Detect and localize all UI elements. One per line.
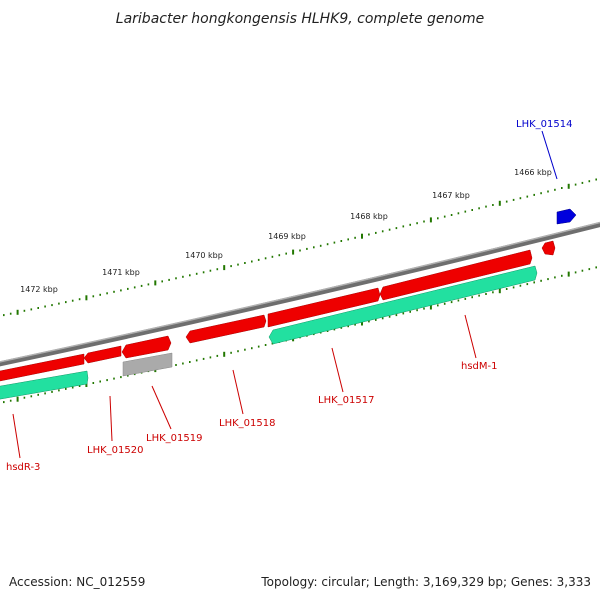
gene-label-LHK_01514[interactable]: LHK_01514 — [516, 119, 572, 130]
gene-hsdM-1-forward[interactable] — [379, 249, 533, 301]
kbp-label: 1466 kbp — [514, 168, 552, 177]
kbp-label: 1468 kbp — [350, 212, 388, 221]
reverse-strand-genes — [0, 265, 538, 400]
gene-label-LHK_01518[interactable]: LHK_01518 — [219, 418, 275, 429]
map-title: Laribacter hongkongensis HLHK9, complete… — [116, 11, 484, 27]
gene-LHK_01519-forward[interactable] — [121, 335, 172, 359]
gene-LHK_01518[interactable] — [185, 314, 267, 344]
forward-strand-genes — [0, 240, 556, 382]
genome-summary-text: Topology: circular; Length: 3,169,329 bp… — [260, 575, 591, 589]
gene-LHK_01514[interactable] — [556, 208, 577, 225]
gene-LHK_01517-hsdM-reverse[interactable] — [268, 265, 538, 345]
kbp-label: 1470 kbp — [185, 251, 223, 260]
gene-LHK_01520[interactable] — [83, 345, 122, 364]
kbp-label: 1472 kbp — [20, 285, 58, 294]
kbp-label: 1471 kbp — [102, 268, 140, 277]
label-leader-lines — [12, 130, 558, 459]
outer-tick-ring — [2, 178, 598, 317]
gene-LHK_01519-reverse[interactable] — [122, 352, 173, 377]
gene-label-LHK_01520[interactable]: LHK_01520 — [87, 445, 143, 456]
kbp-label: 1469 kbp — [268, 232, 306, 241]
gene-LHK_01517-forward[interactable] — [267, 287, 381, 328]
gene-label-LHK_01517[interactable]: LHK_01517 — [318, 395, 374, 406]
kbp-label-group: 1472 kbp 1471 kbp 1470 kbp 1469 kbp 1468… — [20, 168, 552, 294]
gene-labels: LHK_01514 hsdM-1 LHK_01517 LHK_01518 LHK… — [6, 119, 572, 473]
gene-small-red[interactable] — [541, 240, 556, 256]
inner-tick-ring — [2, 266, 598, 404]
accession-text: Accession: NC_012559 — [9, 575, 145, 589]
genome-backbone — [0, 221, 600, 367]
gene-hsdR-3-reverse[interactable] — [0, 370, 89, 400]
gene-label-hsdR-3[interactable]: hsdR-3 — [6, 462, 40, 473]
gene-hsdR-3-forward[interactable] — [0, 353, 85, 382]
kbp-label: 1467 kbp — [432, 191, 470, 200]
gene-label-LHK_01519[interactable]: LHK_01519 — [146, 433, 202, 444]
gene-label-hsdM-1[interactable]: hsdM-1 — [461, 361, 498, 372]
